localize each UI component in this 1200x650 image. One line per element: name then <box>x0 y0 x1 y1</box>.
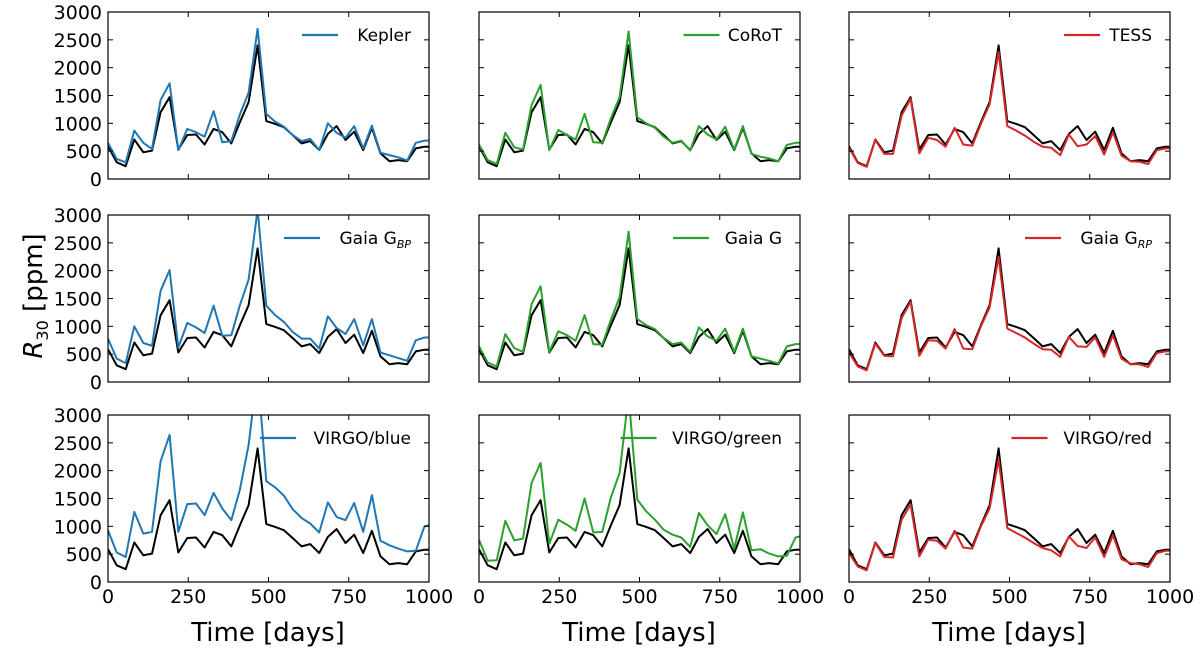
x-tick-label: 0 <box>102 586 114 608</box>
legend-label-main: Gaia G <box>1080 229 1137 249</box>
legend-label: Gaia GBP <box>340 229 412 251</box>
y-tick-label: 0 <box>90 372 102 394</box>
y-tick-label: 2000 <box>54 58 102 80</box>
series-line <box>108 415 429 558</box>
x-tick-label: 250 <box>911 586 947 608</box>
y-tick-label: 3000 <box>54 2 102 24</box>
y-tick-label: 2000 <box>54 461 102 483</box>
x-tick-label: 500 <box>991 586 1027 608</box>
x-axis-label-col2: Time [days] <box>561 618 716 648</box>
legend-label-main: Gaia G <box>340 229 397 249</box>
x-tick-label: 500 <box>621 586 657 608</box>
series-line <box>849 51 1170 168</box>
x-axis-label-col3: Time [days] <box>931 618 1086 648</box>
series-line <box>108 215 429 365</box>
legend-label: VIRGO/blue <box>314 429 411 449</box>
legend-label-main: VIRGO/green <box>672 429 782 449</box>
y-axis-label-main: R <box>19 341 49 359</box>
y-tick-label: 2500 <box>54 233 102 255</box>
panel-3: TESS <box>848 11 1171 180</box>
panel-8: 0 250 500 750 1000 VIRGO/green <box>473 414 824 608</box>
y-axis-label-sub: 30 <box>33 320 52 340</box>
legend-label: Gaia GRP <box>1080 229 1152 251</box>
legend-label-main: CoRoT <box>728 26 783 46</box>
panel-1: 0 500 1000 1500 2000 2500 3000 Kepler <box>54 2 430 191</box>
reference-line <box>849 247 1170 371</box>
panel-6: Gaia GRP <box>848 214 1171 383</box>
y-tick-label: 3000 <box>54 405 102 427</box>
x-tick-label: 500 <box>250 586 286 608</box>
y-tick-label: 500 <box>66 344 102 366</box>
y-tick-label: 2500 <box>54 433 102 455</box>
legend-label-main: Gaia G <box>725 229 782 249</box>
reference-line <box>108 44 429 168</box>
series-line <box>479 30 800 165</box>
y-tick-label: 3000 <box>54 205 102 227</box>
legend-label-sub: BP <box>397 238 412 251</box>
x-tick-label: 250 <box>541 586 577 608</box>
y-tick-label: 1000 <box>54 113 102 135</box>
y-tick-label: 1000 <box>54 316 102 338</box>
legend-label-main: TESS <box>1108 26 1152 46</box>
reference-line <box>108 247 429 371</box>
reference-line <box>479 44 800 168</box>
x-tick-label: 250 <box>170 586 206 608</box>
legend-label-sub: RP <box>1138 238 1153 251</box>
legend-label: VIRGO/red <box>1063 429 1152 449</box>
y-axis-label: R30 [ppm] <box>19 233 52 358</box>
legend-label: Gaia G <box>725 229 782 249</box>
x-tick-label: 1000 <box>1146 586 1194 608</box>
y-tick-label: 500 <box>66 544 102 566</box>
legend-label: CoRoT <box>728 26 783 46</box>
series-line <box>479 415 800 562</box>
series-line <box>849 458 1170 572</box>
legend-label: Kepler <box>357 26 411 46</box>
x-tick-label: 0 <box>843 586 855 608</box>
series-line <box>849 255 1170 372</box>
y-tick-label: 0 <box>90 169 102 191</box>
y-tick-label: 1500 <box>54 289 102 311</box>
y-tick-label: 1000 <box>54 516 102 538</box>
legend-label: VIRGO/green <box>672 429 782 449</box>
x-tick-label: 750 <box>702 586 738 608</box>
legend-label-main: Kepler <box>357 26 411 46</box>
series-line <box>108 27 429 164</box>
reference-line <box>479 447 800 571</box>
panel-7: 0 250 500 750 1000050010001500200025003000VI… <box>54 405 454 608</box>
legend-label-main: VIRGO/red <box>1063 429 1152 449</box>
x-tick-label: 1000 <box>405 586 453 608</box>
panel-4: 0 500 1000 1500 2000 2500 3000 Gaia GBP <box>54 205 430 394</box>
x-tick-label: 750 <box>331 586 367 608</box>
y-tick-label: 2500 <box>54 30 102 52</box>
x-tick-label: 750 <box>1072 586 1108 608</box>
x-tick-label: 0 <box>473 586 485 608</box>
reference-line <box>108 447 429 571</box>
y-tick-label: 500 <box>66 141 102 163</box>
y-tick-label: 1500 <box>54 489 102 511</box>
reference-line <box>849 44 1170 168</box>
panel-2: CoRoT <box>478 11 801 180</box>
reference-line <box>479 247 800 371</box>
y-axis-label-unit: [ppm] <box>19 233 49 320</box>
y-tick-label: 2000 <box>54 261 102 283</box>
series-line <box>479 230 800 368</box>
panel-9: 0 250 500 750 1000 VIRGO/red <box>843 414 1194 608</box>
x-tick-label: 1000 <box>776 586 824 608</box>
legend-label-main: VIRGO/blue <box>314 429 411 449</box>
panel-5: Gaia G <box>478 214 801 383</box>
legend-label: TESS <box>1108 26 1152 46</box>
y-tick-label: 0 <box>90 572 102 594</box>
x-axis-label-col1: Time [days] <box>190 618 345 648</box>
reference-line <box>849 447 1170 571</box>
y-tick-label: 1500 <box>54 86 102 108</box>
